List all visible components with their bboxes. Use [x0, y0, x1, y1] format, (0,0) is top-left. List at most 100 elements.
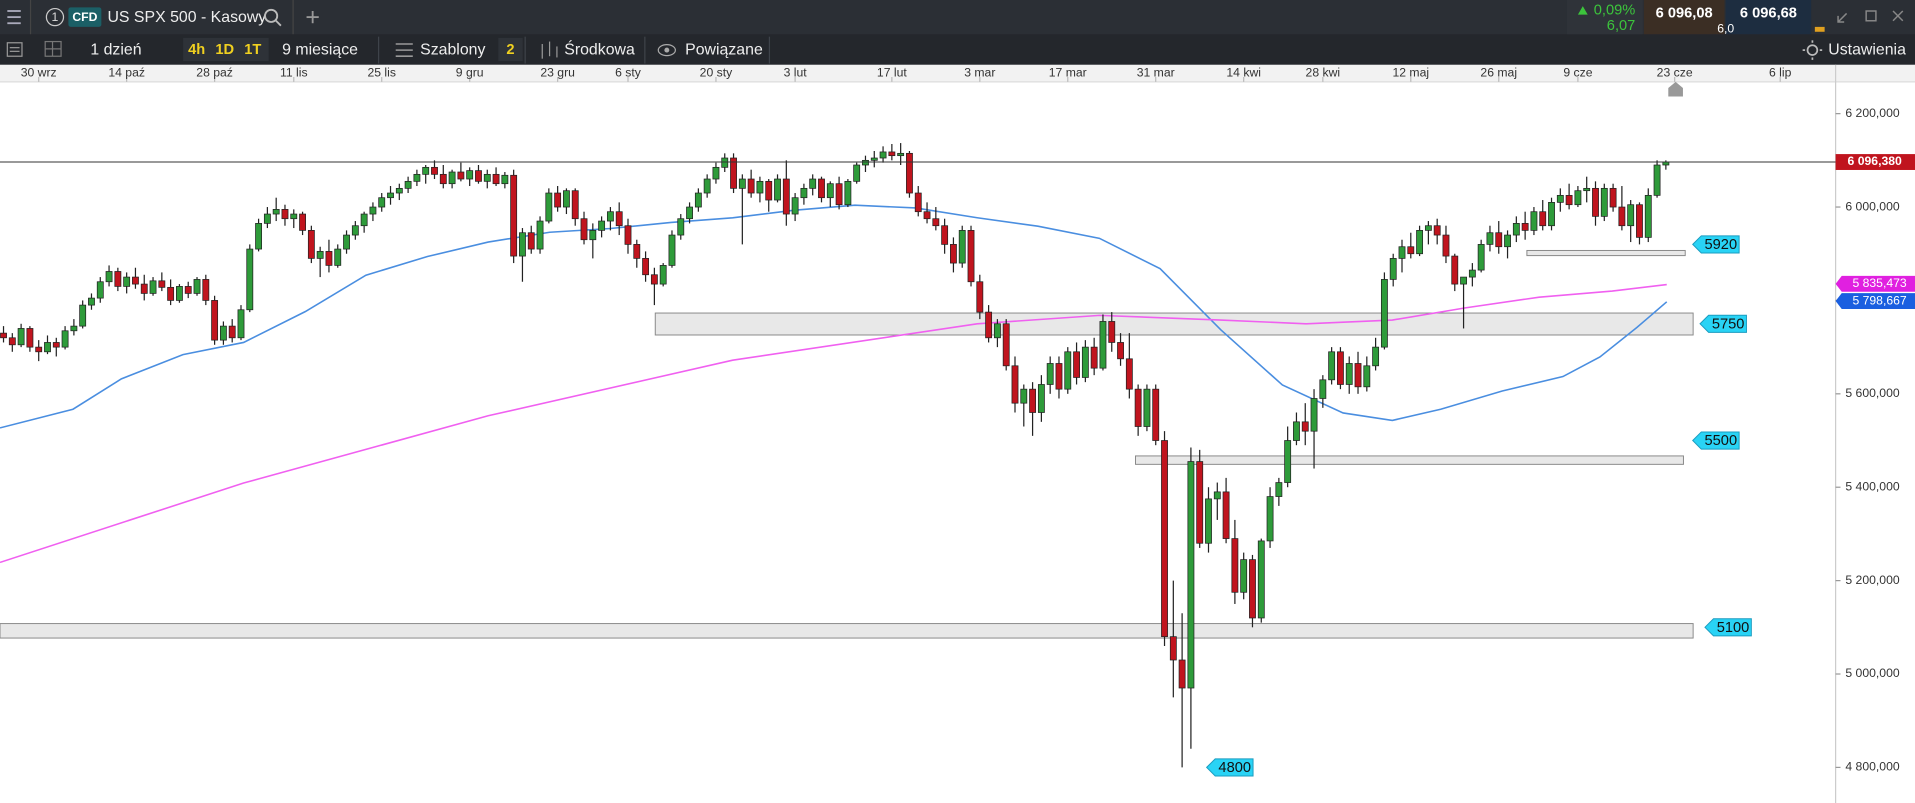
indicator[interactable]: Środkowa — [564, 39, 635, 58]
candle-body — [8, 337, 16, 346]
range[interactable]: 9 miesiące — [282, 41, 358, 58]
candle-body — [554, 192, 562, 208]
candle-body — [149, 280, 157, 294]
candle-body — [193, 279, 201, 294]
candle-body — [369, 206, 377, 215]
candle-body — [1099, 321, 1107, 369]
candle-body — [1504, 234, 1511, 248]
candle-body — [1389, 258, 1397, 280]
y-tick-label: 6 200,000 — [1845, 106, 1899, 120]
candle-body — [1108, 321, 1116, 343]
interval[interactable]: 1 dzień — [90, 41, 141, 58]
candle-body — [0, 332, 7, 339]
candle-body — [941, 225, 949, 245]
candle-body — [1477, 244, 1485, 271]
candle-body — [1460, 276, 1467, 285]
candle-body — [1574, 190, 1582, 206]
candle-body — [879, 151, 887, 159]
candle-body — [1293, 421, 1300, 441]
y-tick-label: 6 000,000 — [1845, 199, 1899, 213]
candle-body — [140, 283, 148, 294]
quick-interval[interactable]: 4h — [188, 42, 205, 58]
indicator-icon[interactable] — [541, 41, 558, 59]
candle-body — [967, 230, 975, 283]
menu-icon[interactable] — [7, 10, 21, 25]
candle-body — [1345, 363, 1353, 385]
spread: 6,0 — [1717, 22, 1734, 36]
bid-box[interactable] — [1643, 0, 1725, 35]
settings[interactable]: Ustawienia — [1828, 41, 1906, 58]
x-tick-label: 23 cze — [1657, 66, 1693, 80]
change-pct: 0,09% — [1594, 2, 1636, 18]
y-tick-label: 5 200,000 — [1845, 573, 1899, 587]
candle-body — [1442, 234, 1450, 257]
candle-body — [79, 304, 87, 327]
candle-body — [1600, 187, 1608, 217]
candle-body — [721, 157, 729, 168]
candle-body — [1055, 363, 1063, 390]
candle-body — [88, 297, 95, 306]
candle-body — [167, 286, 175, 301]
candle-body — [510, 174, 518, 257]
window-controls[interactable] — [1837, 10, 1904, 23]
x-tick-label: 11 lis — [280, 66, 308, 80]
candle-body — [519, 232, 526, 257]
x-tick-label: 17 mar — [1049, 66, 1087, 80]
ask-box[interactable] — [1725, 0, 1812, 35]
candle-body — [624, 225, 632, 245]
candle-body — [1363, 365, 1371, 388]
candle-body — [123, 276, 131, 287]
candle-body — [501, 174, 509, 185]
x-tick-label: 12 maj — [1392, 66, 1429, 80]
candle-body — [897, 152, 905, 157]
x-tick-label: 3 lut — [784, 66, 808, 80]
candle-body — [325, 251, 333, 266]
candle-body — [1143, 388, 1151, 427]
quick-interval[interactable]: 1D — [215, 42, 234, 58]
settings-icon[interactable] — [1802, 40, 1823, 60]
candle-body — [1090, 346, 1098, 369]
templates-icon[interactable] — [395, 43, 413, 58]
candle-body — [158, 280, 166, 288]
linked[interactable]: Powiązane — [685, 41, 763, 58]
candle-body — [914, 192, 922, 213]
support-zone — [1135, 455, 1684, 465]
ask-price[interactable]: 6 096,68 — [1740, 5, 1797, 21]
candle-body — [563, 190, 570, 208]
layout-icon[interactable] — [6, 42, 23, 57]
candle-body — [422, 166, 430, 175]
candle-body — [1618, 206, 1626, 227]
candle-body — [475, 170, 482, 182]
candle-body — [985, 311, 993, 339]
marker — [1668, 81, 1683, 97]
support-zone — [1526, 249, 1686, 257]
quick-interval[interactable]: 1T — [244, 42, 261, 58]
candle-body — [1319, 379, 1327, 399]
search-icon[interactable] — [264, 8, 282, 27]
candle-body — [1592, 187, 1599, 217]
candle-body — [343, 234, 350, 250]
support-zone — [654, 312, 1694, 336]
candle-body — [96, 281, 104, 299]
add-tab[interactable] — [306, 11, 319, 24]
candle-body — [35, 346, 43, 353]
candle-body — [1328, 351, 1336, 381]
grid-icon[interactable] — [44, 40, 62, 57]
x-tick-label: 6 sty — [615, 66, 642, 80]
candle-body — [307, 230, 315, 259]
candle-body — [299, 213, 306, 231]
candle-body — [677, 218, 685, 236]
instrument-name[interactable]: US SPX 500 - Kasowy — [107, 9, 266, 26]
ma-label: 5 798,667 — [1852, 293, 1906, 307]
templates[interactable]: Szablony — [420, 41, 485, 58]
change-abs: 6,07 — [1607, 18, 1636, 34]
candle-body — [906, 152, 913, 194]
candle-body — [457, 171, 465, 180]
bid-price[interactable]: 6 096,08 — [1656, 5, 1713, 21]
candle-body — [52, 342, 60, 348]
level-tag — [1699, 314, 1747, 333]
up-arrow — [1577, 6, 1588, 15]
candle-body — [1064, 351, 1072, 390]
candle-body — [712, 166, 720, 180]
linked-icon[interactable] — [657, 44, 676, 57]
